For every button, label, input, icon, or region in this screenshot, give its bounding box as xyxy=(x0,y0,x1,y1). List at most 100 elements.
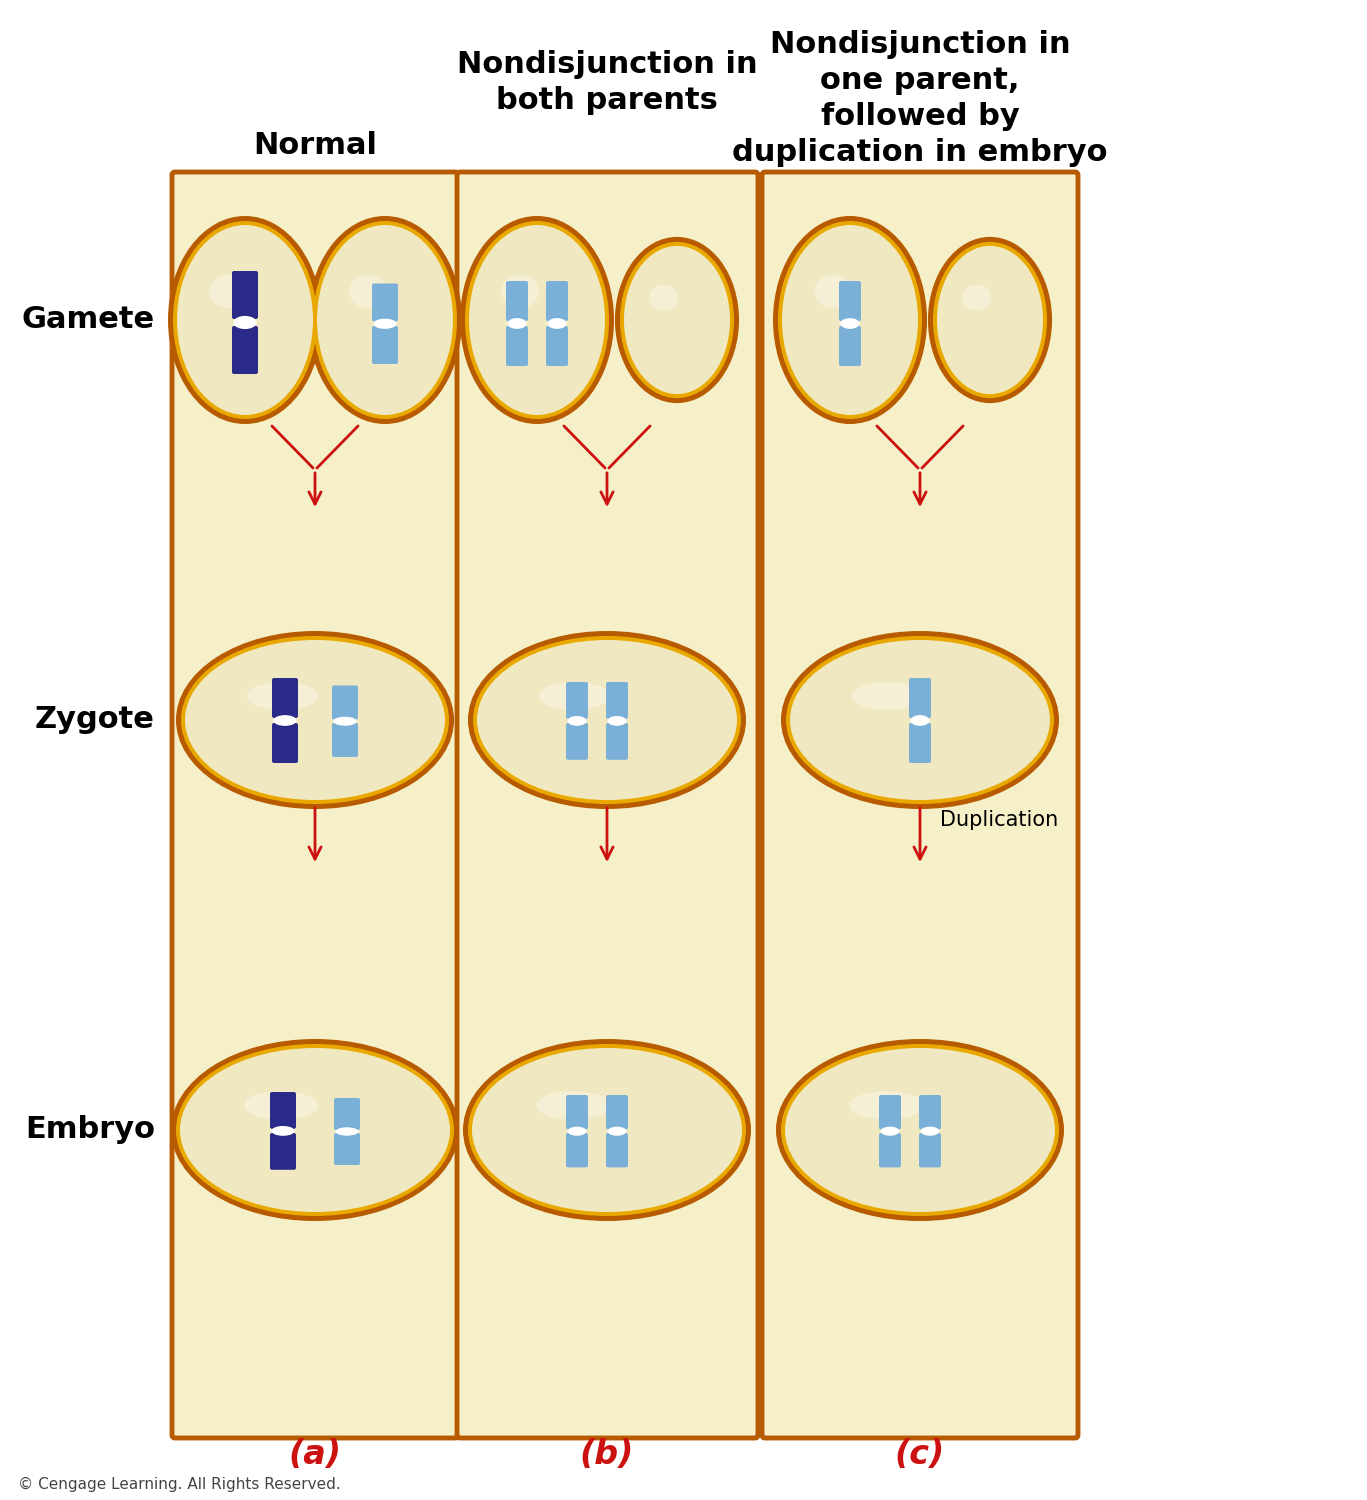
Ellipse shape xyxy=(234,316,257,328)
FancyBboxPatch shape xyxy=(909,723,931,764)
Ellipse shape xyxy=(615,237,740,404)
Ellipse shape xyxy=(772,216,927,424)
Ellipse shape xyxy=(279,717,291,724)
Ellipse shape xyxy=(171,1040,459,1221)
Ellipse shape xyxy=(180,1048,450,1212)
Ellipse shape xyxy=(313,220,457,419)
Ellipse shape xyxy=(623,246,730,394)
Text: Duplication: Duplication xyxy=(940,810,1058,830)
Ellipse shape xyxy=(168,216,323,424)
Ellipse shape xyxy=(845,320,854,327)
Ellipse shape xyxy=(335,1128,358,1136)
FancyBboxPatch shape xyxy=(272,723,298,764)
Ellipse shape xyxy=(477,640,737,800)
Ellipse shape xyxy=(176,225,313,416)
Text: Nondisjunction in
both parents: Nondisjunction in both parents xyxy=(457,50,757,116)
Ellipse shape xyxy=(607,716,626,726)
Ellipse shape xyxy=(469,225,606,416)
Ellipse shape xyxy=(176,1044,454,1217)
Ellipse shape xyxy=(334,717,357,726)
Ellipse shape xyxy=(317,225,452,416)
FancyBboxPatch shape xyxy=(334,1098,360,1130)
Ellipse shape xyxy=(612,717,622,724)
FancyBboxPatch shape xyxy=(271,1092,297,1130)
Text: Gamete: Gamete xyxy=(22,306,154,334)
Text: Zygote: Zygote xyxy=(36,705,154,735)
Ellipse shape xyxy=(502,274,539,308)
Ellipse shape xyxy=(790,640,1050,800)
Ellipse shape xyxy=(649,285,678,310)
Ellipse shape xyxy=(782,225,919,416)
Ellipse shape xyxy=(507,318,526,328)
Ellipse shape xyxy=(536,1090,611,1120)
Ellipse shape xyxy=(339,718,351,724)
Ellipse shape xyxy=(781,632,1059,809)
Ellipse shape xyxy=(571,717,582,724)
Ellipse shape xyxy=(910,716,930,726)
FancyBboxPatch shape xyxy=(457,172,757,1438)
Ellipse shape xyxy=(272,1126,294,1136)
Ellipse shape xyxy=(612,1128,622,1134)
FancyBboxPatch shape xyxy=(506,280,528,321)
Ellipse shape xyxy=(815,274,852,308)
Ellipse shape xyxy=(621,242,734,398)
Ellipse shape xyxy=(340,1128,353,1134)
Ellipse shape xyxy=(308,216,462,424)
Ellipse shape xyxy=(776,1040,1064,1221)
Ellipse shape xyxy=(778,220,921,419)
Ellipse shape xyxy=(539,682,610,709)
Ellipse shape xyxy=(786,636,1054,804)
Ellipse shape xyxy=(239,318,252,327)
FancyBboxPatch shape xyxy=(909,678,931,718)
FancyBboxPatch shape xyxy=(334,1132,360,1166)
Ellipse shape xyxy=(465,220,610,419)
FancyBboxPatch shape xyxy=(606,1132,627,1167)
Ellipse shape xyxy=(513,320,522,327)
FancyBboxPatch shape xyxy=(372,284,398,321)
Ellipse shape xyxy=(552,320,562,327)
FancyBboxPatch shape xyxy=(761,172,1079,1438)
FancyBboxPatch shape xyxy=(232,272,258,320)
Ellipse shape xyxy=(379,321,391,327)
FancyBboxPatch shape xyxy=(606,1095,627,1130)
FancyBboxPatch shape xyxy=(839,280,861,321)
Ellipse shape xyxy=(841,318,860,328)
FancyBboxPatch shape xyxy=(271,1132,297,1170)
Text: Embryo: Embryo xyxy=(25,1116,154,1144)
Text: Nondisjunction in
one parent,
followed by
duplication in embryo: Nondisjunction in one parent, followed b… xyxy=(733,30,1107,166)
Ellipse shape xyxy=(880,1126,899,1136)
FancyBboxPatch shape xyxy=(372,326,398,364)
FancyBboxPatch shape xyxy=(879,1132,901,1167)
FancyBboxPatch shape xyxy=(545,326,569,366)
Ellipse shape xyxy=(247,682,319,709)
FancyBboxPatch shape xyxy=(839,326,861,366)
Ellipse shape xyxy=(373,318,396,328)
Ellipse shape xyxy=(915,717,925,724)
Ellipse shape xyxy=(781,1044,1059,1217)
Ellipse shape xyxy=(920,1126,939,1136)
Ellipse shape xyxy=(472,1048,742,1212)
Ellipse shape xyxy=(607,1126,626,1136)
FancyBboxPatch shape xyxy=(566,682,588,718)
Ellipse shape xyxy=(571,1128,582,1134)
Ellipse shape xyxy=(852,682,923,709)
Ellipse shape xyxy=(548,318,566,328)
FancyBboxPatch shape xyxy=(332,723,358,758)
Ellipse shape xyxy=(209,274,246,308)
Ellipse shape xyxy=(928,237,1053,404)
FancyBboxPatch shape xyxy=(566,723,588,760)
Ellipse shape xyxy=(463,1040,750,1221)
Text: © Cengage Learning. All Rights Reserved.: © Cengage Learning. All Rights Reserved. xyxy=(18,1478,340,1492)
Ellipse shape xyxy=(785,1048,1055,1212)
Text: (c): (c) xyxy=(895,1438,945,1472)
Ellipse shape xyxy=(932,242,1047,398)
Text: Normal: Normal xyxy=(253,130,377,160)
FancyBboxPatch shape xyxy=(272,678,298,718)
Ellipse shape xyxy=(567,1126,586,1136)
FancyBboxPatch shape xyxy=(566,1132,588,1167)
Ellipse shape xyxy=(174,220,317,419)
FancyBboxPatch shape xyxy=(606,682,627,718)
Ellipse shape xyxy=(962,285,991,310)
Ellipse shape xyxy=(473,636,741,804)
Ellipse shape xyxy=(245,1090,319,1120)
